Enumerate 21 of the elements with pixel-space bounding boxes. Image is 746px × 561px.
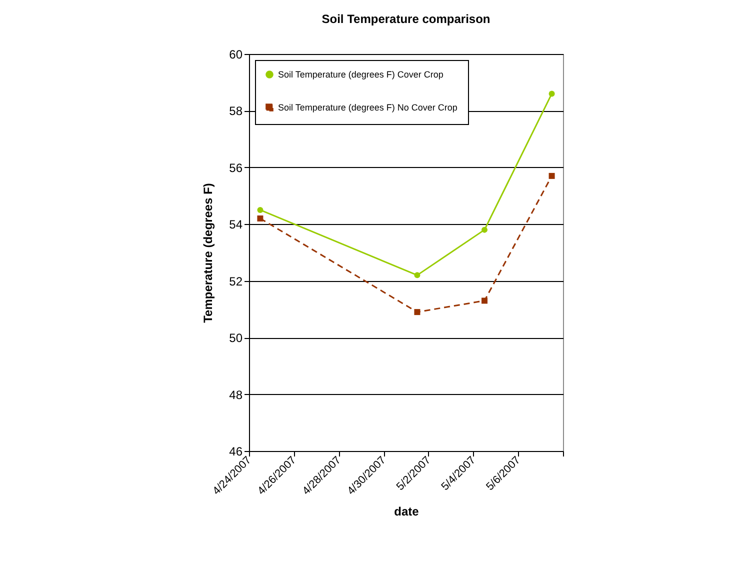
point <box>414 272 420 278</box>
point <box>414 309 420 316</box>
y-tick-label: 50 <box>229 331 243 346</box>
y-tick-label: 54 <box>229 218 243 232</box>
legend-label: Soil Temperature (degrees F) No Cover Crop <box>278 102 458 112</box>
chart-title: Soil Temperature comparison <box>322 12 490 26</box>
point <box>548 90 555 97</box>
point <box>257 215 264 222</box>
y-tick-label: 58 <box>229 104 243 118</box>
point <box>482 298 488 304</box>
y-tick-label: 52 <box>229 274 243 288</box>
y-axis-title: Temperature (degrees F) <box>201 183 216 323</box>
y-tick-label: 46 <box>229 444 243 458</box>
point <box>482 226 488 233</box>
y-tick-label: 60 <box>229 48 243 62</box>
y-tick-label: 56 <box>229 160 243 175</box>
point <box>257 206 264 213</box>
y-tick-label: 48 <box>229 388 243 402</box>
x-axis-title: date <box>394 504 420 519</box>
point <box>548 172 555 179</box>
legend-label: Soil Temperature (degrees F) Cover Crop <box>278 70 444 80</box>
